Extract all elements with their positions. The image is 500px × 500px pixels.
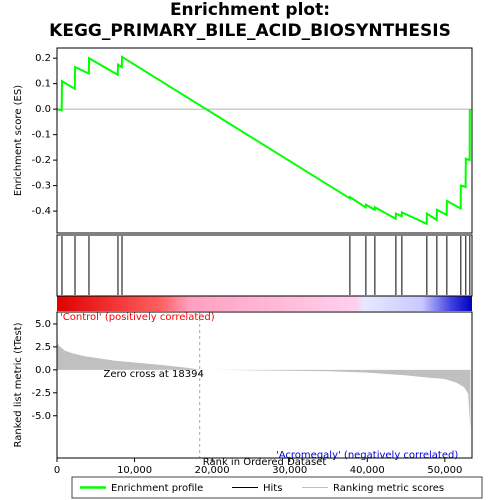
es-curve [56,55,471,226]
y-tick-label: 2.5 [35,342,51,353]
y-tick-label: -5.0 [31,411,51,422]
x-tick-label: 50,000 [427,465,462,476]
legend-label: Hits [263,483,282,494]
legend-label: Enrichment profile [111,483,203,494]
zero-cross-label: Zero cross at 18394 [104,369,204,380]
y-axis-label: Enrichment score (ES) [13,85,24,196]
x-tick-label: 0 [54,465,60,476]
y-tick-label: -2.5 [31,388,51,399]
chart-title: Enrichment plot: KEGG_PRIMARY_BILE_ACID_… [49,0,451,41]
y-tick-label: 0.0 [35,104,51,115]
panel-frame [56,234,473,297]
annotation: 'Acromegaly' (negatively correlated) [276,450,458,461]
panel-frame [56,311,473,459]
legend-box [71,476,483,499]
annotation: 'Control' (positively correlated) [60,312,215,323]
y-tick-label: -0.3 [31,181,51,192]
metric-area [57,342,471,430]
panel-frame [56,47,473,234]
x-tick-label: 40,000 [350,465,385,476]
y-tick-label: 0.1 [35,79,51,90]
y-tick-label: 0.2 [35,53,51,64]
x-axis-label: Rank in Ordered Dataset [203,457,327,468]
y-tick-label: -0.4 [31,206,51,217]
y-axis-label: Ranked list metric (tTest) [13,322,24,447]
x-tick-label: 30,000 [272,465,307,476]
x-tick-label: 20,000 [195,465,230,476]
y-tick-label: 0.0 [35,365,51,376]
rank-color-bar [57,296,472,311]
legend-label: Ranking metric scores [333,483,444,494]
y-tick-label: -0.1 [31,130,51,141]
y-tick-label: -0.2 [31,155,51,166]
y-tick-label: 5.0 [35,319,51,330]
x-tick-label: 10,000 [117,465,152,476]
